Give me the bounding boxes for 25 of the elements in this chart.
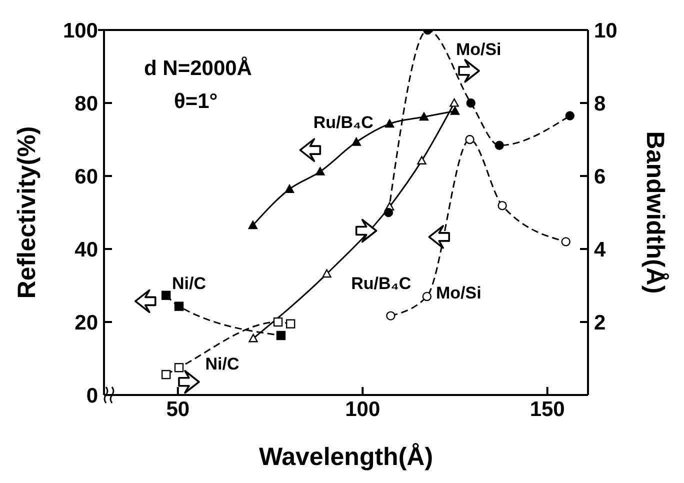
series-label: Ni/C [172, 274, 206, 294]
y-tick-label: 40 [74, 238, 98, 262]
series-label: Ru/B₄C [351, 274, 412, 294]
x-tick-label: 50 [166, 398, 190, 421]
series-label: Ru/B₄C [313, 113, 374, 132]
y-tick-label: 60 [74, 165, 98, 188]
annotation: θ=1° [174, 90, 218, 113]
annotation: d N=2000Å [144, 56, 252, 80]
y-tick-label: 80 [74, 92, 98, 116]
x-tick-label: 150 [530, 398, 565, 421]
y2-tick-label: 2 [594, 311, 606, 334]
y2-tick-label: 10 [594, 19, 618, 42]
y2-tick-label: 8 [594, 92, 606, 116]
y-axis-title: Reflectivity(%) [12, 126, 41, 299]
y-tick-label: 100 [62, 19, 98, 42]
series-label: Mo/Si [436, 283, 482, 302]
y2-axis-title: Bandwidth(Å) [641, 131, 670, 294]
y-tick-label: 20 [74, 311, 98, 334]
series-label: Mo/Si [456, 40, 502, 60]
y2-tick-label: 4 [594, 238, 606, 262]
series-label: Ni/C [205, 354, 240, 374]
x-axis-title: Wavelength(Å) [258, 442, 434, 471]
y2-tick-label: 6 [594, 165, 606, 188]
x-tick-label: 100 [345, 398, 380, 421]
y-tick-label: 0 [86, 384, 98, 408]
